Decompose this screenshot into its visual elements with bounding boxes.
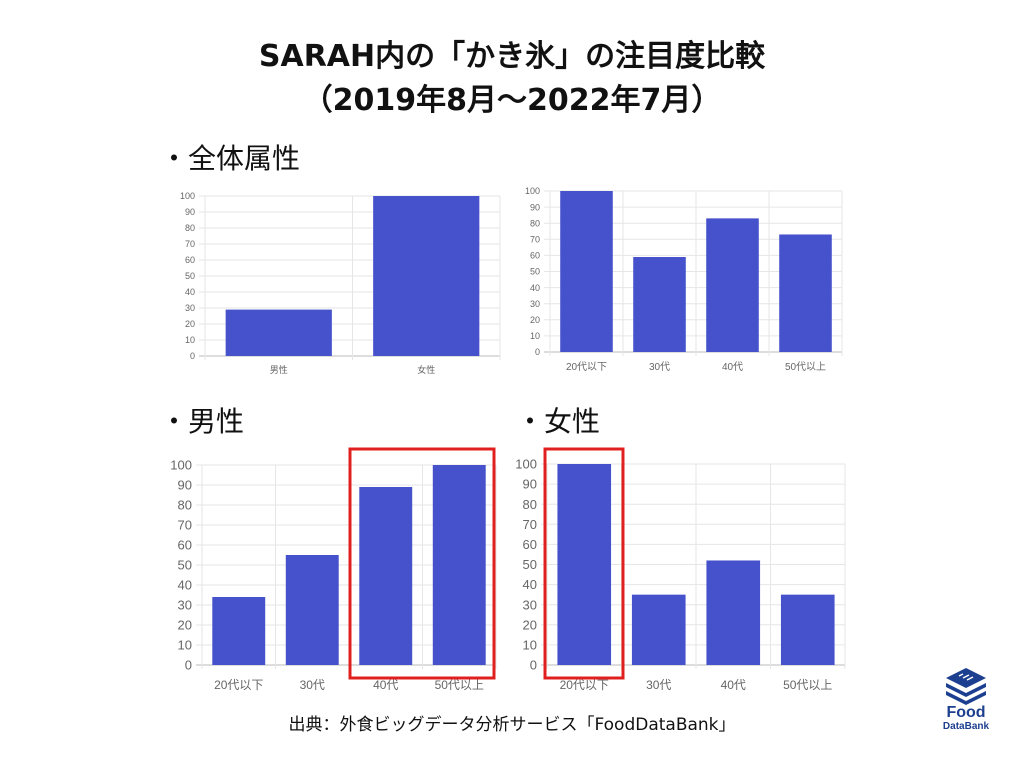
bar-30代 xyxy=(633,257,686,352)
y-tick-label: 60 xyxy=(185,255,195,265)
bar-女性 xyxy=(373,196,480,356)
page-title: SARAH内の「かき氷」の注目度比較 xyxy=(258,39,766,74)
y-tick-label: 0 xyxy=(185,658,192,673)
x-category-label: 20代以下 xyxy=(560,678,609,692)
y-tick-label: 30 xyxy=(178,598,192,613)
y-tick-label: 20 xyxy=(530,315,540,325)
y-tick-label: 100 xyxy=(515,457,537,472)
section-male-label: ・男性 xyxy=(160,405,245,438)
y-tick-label: 100 xyxy=(525,186,540,196)
x-category-label: 40代 xyxy=(373,678,398,692)
y-tick-label: 50 xyxy=(523,557,537,572)
y-tick-label: 10 xyxy=(178,638,192,653)
y-tick-label: 30 xyxy=(530,299,540,309)
highlight-box xyxy=(543,447,625,680)
bar-50代以上 xyxy=(432,465,486,665)
y-tick-label: 50 xyxy=(178,558,192,573)
bar-男性 xyxy=(225,309,332,356)
highlight-box xyxy=(348,447,496,680)
x-category-label: 30代 xyxy=(649,361,670,373)
x-category-label: 女性 xyxy=(417,364,435,375)
x-category-label: 30代 xyxy=(646,678,671,692)
bar-50代以上 xyxy=(779,234,832,352)
bar-30代 xyxy=(285,555,339,665)
section-female-label: ・女性 xyxy=(516,405,601,438)
y-tick-label: 70 xyxy=(530,234,540,244)
chart-overall-age: 0 10 20 30 40 50 60 70 80 90 100 20代以下 30代 40代 50代以上 xyxy=(520,183,850,383)
y-tick-label: 0 xyxy=(530,658,537,673)
x-category-label: 50代以上 xyxy=(435,678,484,692)
bar-30代 xyxy=(631,594,686,665)
y-tick-label: 100 xyxy=(180,191,195,201)
y-tick-label: 10 xyxy=(185,335,195,345)
y-tick-label: 20 xyxy=(178,618,192,633)
y-tick-label: 0 xyxy=(535,347,540,357)
x-category-label: 20代以下 xyxy=(566,361,607,373)
bar-20代以下 xyxy=(560,191,613,352)
y-tick-label: 90 xyxy=(185,207,195,217)
y-tick-label: 70 xyxy=(185,239,195,249)
y-tick-label: 60 xyxy=(530,251,540,261)
bar-20代以下 xyxy=(212,597,266,665)
y-tick-label: 60 xyxy=(523,537,537,552)
y-tick-label: 10 xyxy=(523,637,537,652)
section-overall-label: ・全体属性 xyxy=(160,142,301,175)
source-note: 出典：外食ビッグデータ分析サービス「FoodDataBank」 xyxy=(288,715,736,735)
y-tick-label: 90 xyxy=(523,477,537,492)
stacked-layers-icon xyxy=(946,668,986,705)
x-category-label: 30代 xyxy=(300,678,325,692)
y-tick-label: 40 xyxy=(523,577,537,592)
y-tick-label: 70 xyxy=(523,517,537,532)
y-tick-label: 30 xyxy=(185,303,195,313)
x-category-label: 男性 xyxy=(270,364,288,375)
y-tick-label: 70 xyxy=(178,518,192,533)
x-category-label: 50代以上 xyxy=(783,678,832,692)
y-tick-label: 100 xyxy=(170,458,192,473)
y-tick-label: 40 xyxy=(178,578,192,593)
bar-40代 xyxy=(706,218,759,352)
y-tick-label: 80 xyxy=(185,223,195,233)
logo-text-food: Food xyxy=(946,704,986,721)
food-databank-logo: Food DataBank xyxy=(928,664,1004,734)
bar-20代以下 xyxy=(557,464,612,665)
y-tick-label: 80 xyxy=(523,497,537,512)
page-subtitle: （2019年8月～2022年7月） xyxy=(302,83,722,118)
x-category-label: 40代 xyxy=(721,678,746,692)
y-tick-label: 80 xyxy=(530,218,540,228)
chart-female-age: 0 10 20 30 40 50 60 70 80 90 100 20代以下 30代 40代 50代以上 xyxy=(505,447,850,700)
y-tick-label: 0 xyxy=(190,351,195,361)
y-tick-label: 90 xyxy=(530,202,540,212)
bar-40代 xyxy=(359,487,413,665)
y-tick-label: 60 xyxy=(178,538,192,553)
chart-male-age: 0 10 20 30 40 50 60 70 80 90 100 20代以下 30代 40代 50代以上 xyxy=(160,447,500,700)
y-tick-label: 50 xyxy=(530,267,540,277)
y-tick-label: 30 xyxy=(523,597,537,612)
y-tick-label: 20 xyxy=(523,617,537,632)
bar-40代 xyxy=(706,560,761,665)
logo-text-databank: DataBank xyxy=(942,721,990,732)
x-category-label: 20代以下 xyxy=(214,678,263,692)
y-tick-label: 20 xyxy=(185,319,195,329)
x-category-label: 40代 xyxy=(722,361,743,373)
y-tick-label: 90 xyxy=(178,478,192,493)
chart-overall-gender: 0 10 20 30 40 50 60 70 80 90 100 男性 女性 xyxy=(150,186,501,386)
y-tick-label: 10 xyxy=(530,331,540,341)
x-category-label: 50代以上 xyxy=(785,361,826,373)
y-tick-label: 40 xyxy=(530,283,540,293)
y-tick-label: 40 xyxy=(185,287,195,297)
y-tick-label: 50 xyxy=(185,271,195,281)
bar-50代以上 xyxy=(780,594,835,665)
y-tick-label: 80 xyxy=(178,498,192,513)
